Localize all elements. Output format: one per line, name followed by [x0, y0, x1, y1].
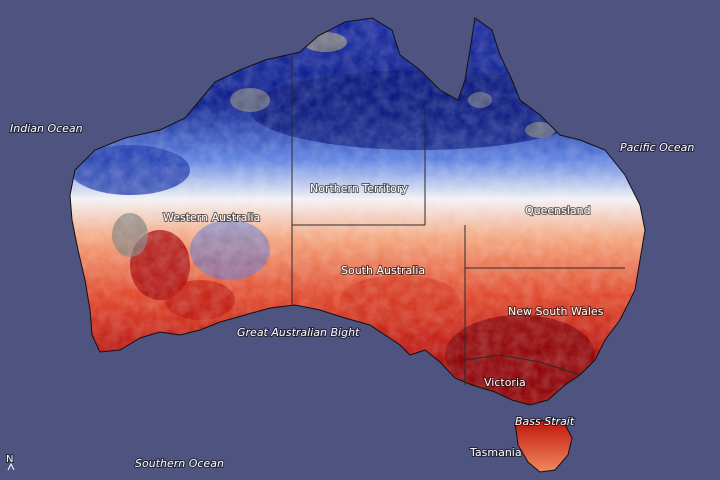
label-southern-ocean: Southern Ocean: [135, 457, 224, 470]
svg-text:N: N: [6, 454, 13, 465]
label-pacific-ocean: Pacific Ocean: [620, 141, 694, 154]
label-indian-ocean: Indian Ocean: [10, 122, 83, 135]
label-western-australia: Western Australia: [163, 211, 260, 224]
tasmania-island: [514, 419, 573, 473]
label-south-australia: South Australia: [341, 264, 425, 277]
label-victoria: Victoria: [484, 376, 526, 389]
label-queensland: Queensland: [525, 204, 591, 217]
label-new-south-wales: New South Wales: [508, 305, 604, 318]
label-great-australian-bight: Great Australian Bight: [237, 326, 360, 339]
label-bass-strait: Bass Strait: [515, 415, 575, 428]
north-arrow-icon: N: [5, 453, 14, 471]
state-borders: [291, 55, 625, 385]
label-tasmania: Tasmania: [469, 446, 522, 459]
label-northern-territory: Northern Territory: [310, 182, 408, 195]
